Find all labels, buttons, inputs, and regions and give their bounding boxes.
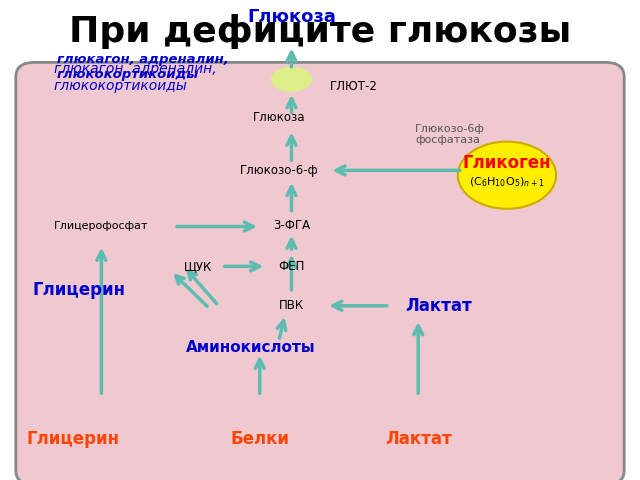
Text: Глицерин: Глицерин [33, 281, 125, 300]
Ellipse shape [271, 67, 311, 91]
Ellipse shape [458, 142, 556, 209]
Text: глюкагон, адреналин,
глюкокортикоиды: глюкагон, адреналин, глюкокортикоиды [54, 62, 216, 93]
Text: ГЛЮТ-2: ГЛЮТ-2 [330, 80, 378, 93]
Text: ЩУК: ЩУК [184, 260, 212, 273]
Text: ФЕП: ФЕП [278, 260, 305, 273]
Text: (С$_6$Н$_{10}$О$_5$)$_{n+1}$: (С$_6$Н$_{10}$О$_5$)$_{n+1}$ [469, 176, 545, 189]
Text: Глицерин: Глицерин [26, 430, 119, 448]
Text: глюкагон, адреналин,
глюкокортикоиды: глюкагон, адреналин, глюкокортикоиды [57, 53, 228, 81]
Text: ПВК: ПВК [279, 299, 304, 312]
Text: Лактат: Лактат [406, 297, 472, 315]
Text: Глицерофосфат: Глицерофосфат [54, 221, 148, 230]
Text: 3-ФГА: 3-ФГА [273, 219, 310, 232]
Text: Белки: Белки [230, 430, 289, 448]
Text: Глюкозо-6ф
фосфатаза: Глюкозо-6ф фосфатаза [415, 124, 485, 145]
Text: Гликоген: Гликоген [463, 154, 551, 172]
Text: Лактат: Лактат [385, 430, 452, 448]
Text: Глюкоза: Глюкоза [247, 9, 336, 26]
Text: Аминокислоты: Аминокислоты [186, 340, 315, 356]
FancyBboxPatch shape [16, 62, 624, 480]
Text: Глюкоза: Глюкоза [253, 111, 305, 124]
Text: Глюкозо-6-ф: Глюкозо-6-ф [239, 164, 318, 177]
Text: При дефиците глюкозы: При дефиците глюкозы [69, 14, 571, 49]
